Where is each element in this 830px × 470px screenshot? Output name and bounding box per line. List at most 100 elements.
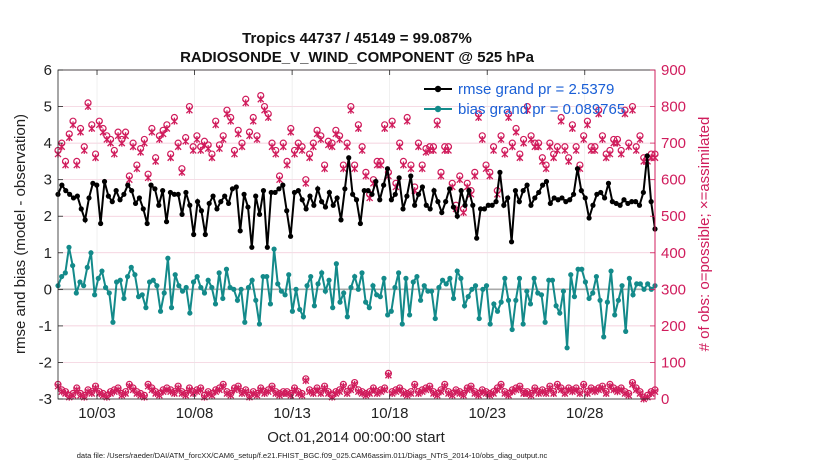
rmse-point — [295, 188, 301, 194]
rmse-point — [125, 182, 131, 188]
obs-assimilated-marker — [625, 143, 633, 151]
x-axis: 10/03 10/08 10/13 10/18 10/23 10/28 — [78, 70, 604, 422]
bias-point — [271, 246, 277, 252]
rmse-point — [528, 202, 534, 208]
bias-point — [121, 295, 127, 302]
rmse-point — [644, 153, 650, 159]
bias-point — [128, 264, 134, 270]
bias-point — [220, 295, 226, 302]
obs-assimilated-marker — [88, 124, 96, 132]
bias-point — [139, 292, 145, 298]
bias-point — [212, 301, 219, 307]
obs-assimilated-marker — [568, 124, 576, 132]
obs-assimilated-marker — [610, 386, 618, 394]
bias-point — [260, 273, 266, 280]
obs-assimilated-marker — [231, 386, 238, 394]
rmse-point — [78, 206, 84, 212]
obs-assimilated-marker — [129, 143, 137, 151]
rmse-point — [253, 193, 259, 199]
legend-rmse-marker — [434, 85, 442, 93]
obs-assimilated-marker — [456, 176, 464, 184]
rmse-point — [214, 206, 220, 212]
bias-point — [414, 273, 420, 280]
obs-assimilated-marker — [261, 106, 268, 114]
obs-assimilated-marker — [542, 165, 550, 173]
rmse-point — [567, 197, 573, 203]
obs-assimilated-marker — [576, 390, 584, 398]
rmse-point — [144, 220, 150, 227]
bias-point — [198, 284, 204, 291]
obs-assimilated-marker — [636, 135, 644, 143]
obs-assimilated-marker — [381, 124, 389, 132]
y-left-tick-label: 4 — [44, 135, 52, 152]
obs-assimilated-marker — [505, 114, 513, 122]
bias-point — [168, 305, 175, 311]
bias-point — [586, 295, 592, 302]
bias-point — [542, 319, 548, 325]
obs-assimilated-marker — [298, 391, 306, 399]
bias-point — [637, 281, 643, 287]
y-left-tick-label: -2 — [39, 354, 52, 371]
obs-assimilated-marker — [234, 130, 242, 138]
obs-assimilated-marker — [178, 390, 186, 398]
obs-assimilated-marker — [95, 121, 103, 129]
rmse-point — [70, 195, 77, 201]
bias-point — [293, 286, 299, 292]
rmse-point — [474, 235, 480, 241]
x-tick-label: 10/08 — [176, 405, 214, 422]
obs-assimilated-marker — [399, 161, 407, 169]
rmse-point — [532, 195, 538, 201]
bias-point — [615, 297, 621, 303]
bias-point — [513, 297, 519, 303]
bias-point — [88, 250, 94, 256]
obs-assimilated-marker — [242, 388, 250, 396]
obs-assimilated-marker — [306, 388, 314, 396]
y-axis-left-label: rmse and bias (model - observation) — [12, 114, 29, 354]
obs-assimilated-marker — [69, 121, 77, 129]
rmse-point — [539, 182, 546, 188]
bias-point — [520, 321, 526, 327]
obs-assimilated-marker — [535, 390, 543, 398]
rmse-point — [315, 186, 321, 192]
obs-assimilated-marker — [613, 139, 621, 147]
obs-assimilated-marker — [598, 135, 606, 143]
bias-point — [278, 288, 285, 294]
rmse-point — [353, 197, 360, 203]
bias-point — [154, 283, 160, 289]
rmse-point — [210, 193, 216, 199]
rmse-point — [636, 202, 643, 208]
obs-assimilated-marker — [118, 391, 126, 399]
bias-point — [106, 290, 112, 296]
rmse-point — [605, 180, 612, 186]
obs-assimilated-marker — [276, 391, 283, 399]
bias-point — [282, 292, 288, 298]
bias-point — [201, 290, 208, 296]
obs-assimilated-marker — [144, 174, 152, 182]
obs-assimilated-marker — [339, 165, 347, 173]
obs-assimilated-marker — [452, 388, 460, 396]
obs-assimilated-marker — [550, 390, 558, 398]
rmse-point — [82, 217, 88, 223]
rmse-point — [156, 202, 162, 208]
bias-point — [593, 273, 599, 280]
obs-assimilated-marker — [625, 391, 633, 399]
obs-assimilated-marker — [403, 391, 411, 399]
rmse-point — [218, 199, 224, 205]
obs-assimilated-marker — [617, 150, 625, 158]
bias-point — [494, 308, 501, 314]
bias-point — [509, 326, 515, 333]
rmse-point — [322, 204, 329, 210]
bias-point — [432, 315, 438, 322]
obs-assimilated-marker — [291, 150, 299, 158]
bias-point — [546, 277, 552, 283]
bias-point — [553, 303, 559, 309]
bias-point — [355, 286, 361, 292]
obs-assimilated-marker — [204, 145, 212, 153]
obs-assimilated-marker — [437, 388, 445, 396]
obs-assimilated-marker — [174, 384, 182, 392]
rmse-point — [346, 155, 352, 161]
rmse-point — [280, 182, 286, 188]
bias-point — [505, 297, 512, 303]
bias-point — [216, 270, 222, 276]
rmse-point — [574, 166, 581, 172]
